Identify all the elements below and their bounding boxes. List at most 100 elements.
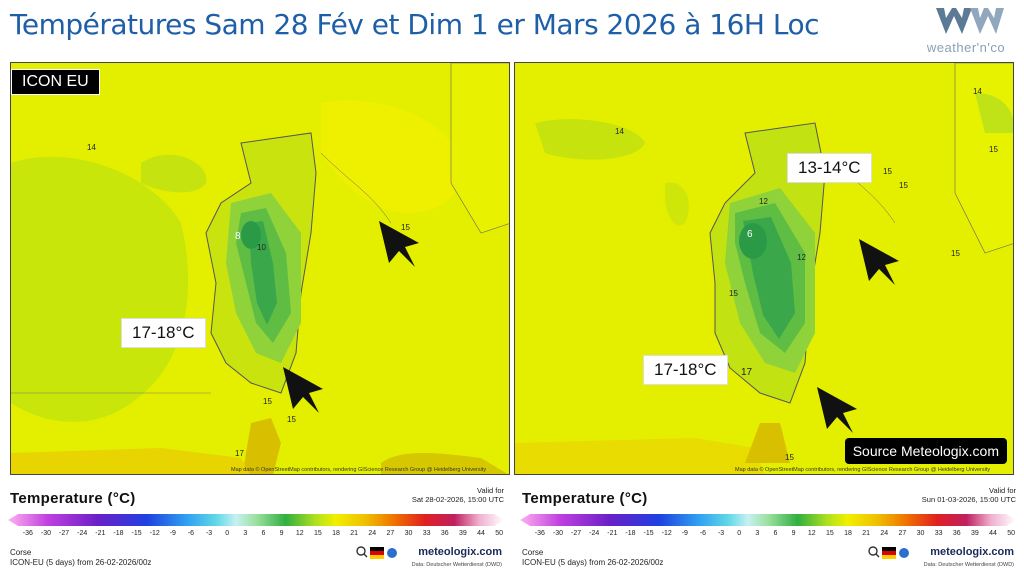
colorbar-tick: -21	[95, 530, 106, 537]
colorbar-ticks: -36 -30 -27 -24 -21 -18 -15 -12 -9 -6 -3…	[530, 530, 1020, 540]
valid-for: Valid for Sun 01-03-2026, 15:00 UTC	[922, 486, 1016, 504]
temperature-callout: 17-18°C	[643, 355, 728, 385]
arrow-nw-icon	[283, 367, 323, 413]
colorbar-tick: -36	[534, 530, 545, 537]
colorbar-tick: 18	[844, 530, 852, 537]
colorbar-tick: 50	[495, 530, 504, 537]
colorbar-tick: 36	[440, 530, 449, 537]
data-credit: Data: Deutscher Wetterdienst (DWD)	[923, 562, 1014, 568]
contour-label: 6	[747, 229, 753, 240]
region-label: Corse	[10, 548, 32, 557]
wnco-logo-icon	[936, 8, 1004, 34]
colorbar-tick: -9	[169, 530, 176, 537]
contour-label: 14	[615, 127, 624, 136]
colorbar-tick: 18	[332, 530, 340, 537]
temperature-map	[515, 63, 1013, 474]
colorbar-tick: 12	[807, 530, 816, 537]
german-flag-icon	[370, 547, 384, 559]
contour-label: 12	[797, 253, 806, 262]
model-run-label: ICON-EU (5 days) from 26-02-2026/00z	[522, 558, 664, 567]
map-panel-saturday: ICON EU 17-18°C 14 8 10 15 15 15 17 Map …	[10, 62, 510, 475]
legend-saturday: Temperature (°C) Valid for Sat 28-02-202…	[4, 482, 508, 572]
colorbar-tick: 33	[934, 530, 943, 537]
colorbar-tick: -36	[22, 530, 33, 537]
valid-label: Valid for	[477, 486, 504, 495]
contour-label: 8	[235, 231, 241, 242]
colorbar-tick: 27	[386, 530, 395, 537]
contour-label: 15	[785, 453, 794, 462]
legend-title: Temperature (°C)	[10, 490, 136, 507]
temperature-callout: 13-14°C	[787, 153, 872, 183]
colorbar-tick: -15	[643, 530, 654, 537]
logo: weather'n'co	[916, 4, 1016, 58]
colorbar-tick: 21	[350, 530, 359, 537]
meteologix-logo-icon	[387, 548, 397, 558]
contour-label: 15	[951, 249, 960, 258]
legend-sunday: Temperature (°C) Valid for Sun 01-03-202…	[516, 482, 1020, 572]
colorbar-tick: 24	[880, 530, 889, 537]
colorbar-tick: -30	[552, 530, 563, 537]
colorbar-tick: 9	[791, 530, 796, 537]
arrow-nw-icon	[817, 387, 857, 433]
model-badge: ICON EU	[11, 69, 100, 95]
zoom-icon	[868, 546, 880, 558]
colorbar-tick: 6	[773, 530, 778, 537]
colorbar-tick: 0	[737, 530, 742, 537]
colorbar-tick: 6	[261, 530, 266, 537]
temperature-callout: 17-18°C	[121, 318, 206, 348]
contour-label: 14	[87, 143, 96, 152]
colorbar-tick: -12	[661, 530, 672, 537]
colorbar-tick: 3	[755, 530, 760, 537]
colorbar-tick: -18	[625, 530, 636, 537]
colorbar-tick: -27	[58, 530, 70, 537]
valid-time: Sat 28-02-2026, 15:00 UTC	[411, 495, 504, 504]
data-credit: Data: Deutscher Wetterdienst (DWD)	[411, 562, 502, 568]
contour-label: 15	[883, 167, 892, 176]
model-run-label: ICON-EU (5 days) from 26-02-2026/00z	[10, 558, 152, 567]
colorbar-tick: 9	[279, 530, 284, 537]
brand-name: meteologix.com	[418, 546, 502, 558]
colorbar-tick: -3	[205, 530, 213, 537]
colorbar-tick: 39	[971, 530, 979, 537]
colorbar-tick: -6	[187, 530, 195, 537]
colorbar-tick: 3	[243, 530, 248, 537]
colorbar-tick: 27	[898, 530, 907, 537]
colorbar-tick: -9	[681, 530, 688, 537]
colorbar-tick: -15	[131, 530, 142, 537]
arrow-nw-icon	[379, 221, 419, 267]
colorbar-tick: 30	[916, 530, 925, 537]
arrow-nw-icon	[859, 239, 899, 285]
colorbar-tick: -30	[40, 530, 51, 537]
map-panel-sunday: 13-14°C 17-18°C 14 14 15 15 15 15 12 6 1…	[514, 62, 1014, 475]
colorbar-tick: 30	[404, 530, 413, 537]
colorbar-tick: -3	[717, 530, 725, 537]
logo-text: weather'n'co	[926, 40, 1006, 55]
colorbar-tick: -21	[607, 530, 618, 537]
temperature-colorbar	[520, 514, 1016, 526]
temperature-colorbar	[8, 514, 504, 526]
contour-label: 15	[287, 415, 296, 424]
source-label: Source Meteologix.com	[844, 438, 1007, 464]
colorbar-tick: -24	[589, 530, 600, 537]
contour-label: 15	[401, 223, 410, 232]
map-attribution: Map data © OpenStreetMap contributors, r…	[735, 467, 991, 473]
colorbar-tick: 44	[477, 530, 485, 537]
contour-label: 15	[263, 397, 272, 406]
colorbar-tick: -18	[113, 530, 124, 537]
brand-icons	[356, 546, 397, 559]
colorbar-tick: 0	[225, 530, 230, 537]
colorbar-tick: 36	[952, 530, 961, 537]
contour-label: 15	[899, 181, 908, 190]
region-label: Corse	[522, 548, 544, 557]
zoom-icon	[356, 546, 368, 558]
meteologix-logo-icon	[899, 548, 909, 558]
temperature-map	[11, 63, 509, 474]
valid-for: Valid for Sat 28-02-2026, 15:00 UTC	[412, 486, 504, 504]
colorbar-tick: -24	[77, 530, 88, 537]
colorbar-tick: 24	[368, 530, 377, 537]
contour-label: 10	[257, 243, 266, 252]
colorbar-tick: -27	[570, 530, 582, 537]
colorbar-ticks: -36 -30 -27 -24 -21 -18 -15 -12 -9 -6 -3…	[18, 530, 508, 540]
colorbar-tick: -6	[699, 530, 707, 537]
colorbar-tick: 15	[313, 530, 322, 537]
